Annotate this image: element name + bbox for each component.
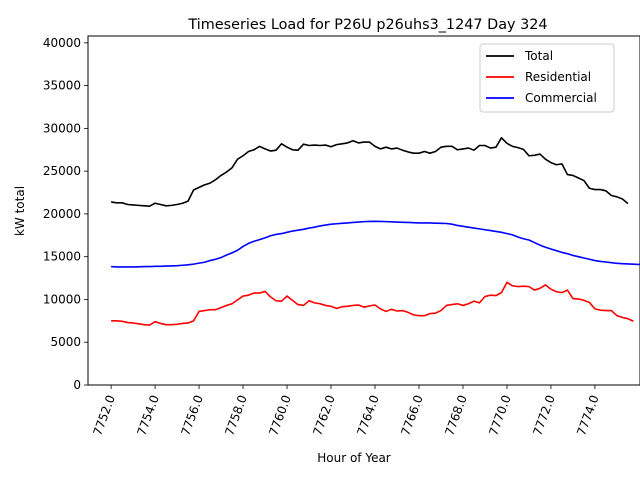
y-tick-label: 0 xyxy=(73,378,81,392)
y-tick-label: 5000 xyxy=(50,335,81,349)
series-line-commercial xyxy=(111,220,640,268)
x-axis-label: Hour of Year xyxy=(317,451,391,465)
series-line-total xyxy=(110,136,629,208)
series-line-residential xyxy=(111,281,634,326)
y-tick-label: 20000 xyxy=(43,207,81,221)
y-tick-label: 35000 xyxy=(43,79,81,93)
y-tick-label: 10000 xyxy=(43,292,81,306)
y-tick-label: 15000 xyxy=(43,250,81,264)
plot-frame xyxy=(87,35,640,386)
legend-label-total: Total xyxy=(524,49,553,63)
series-layer xyxy=(110,136,640,326)
y-tick-label: 25000 xyxy=(43,164,81,178)
chart-title: Timeseries Load for P26U p26uhs3_1247 Da… xyxy=(187,17,547,33)
legend-label-commercial: Commercial xyxy=(525,91,597,105)
y-tick-label: 40000 xyxy=(43,36,81,50)
legend-label-residential: Residential xyxy=(525,70,591,84)
y-axis-label: kW total xyxy=(13,186,27,236)
y-tick-label: 30000 xyxy=(43,121,81,135)
legend: Total Residential Commercial xyxy=(479,43,615,113)
y-axis-ticks: 0 5000 10000 15000 20000 25000 30000 35000 40000 xyxy=(43,36,88,392)
legend-box xyxy=(479,43,615,113)
